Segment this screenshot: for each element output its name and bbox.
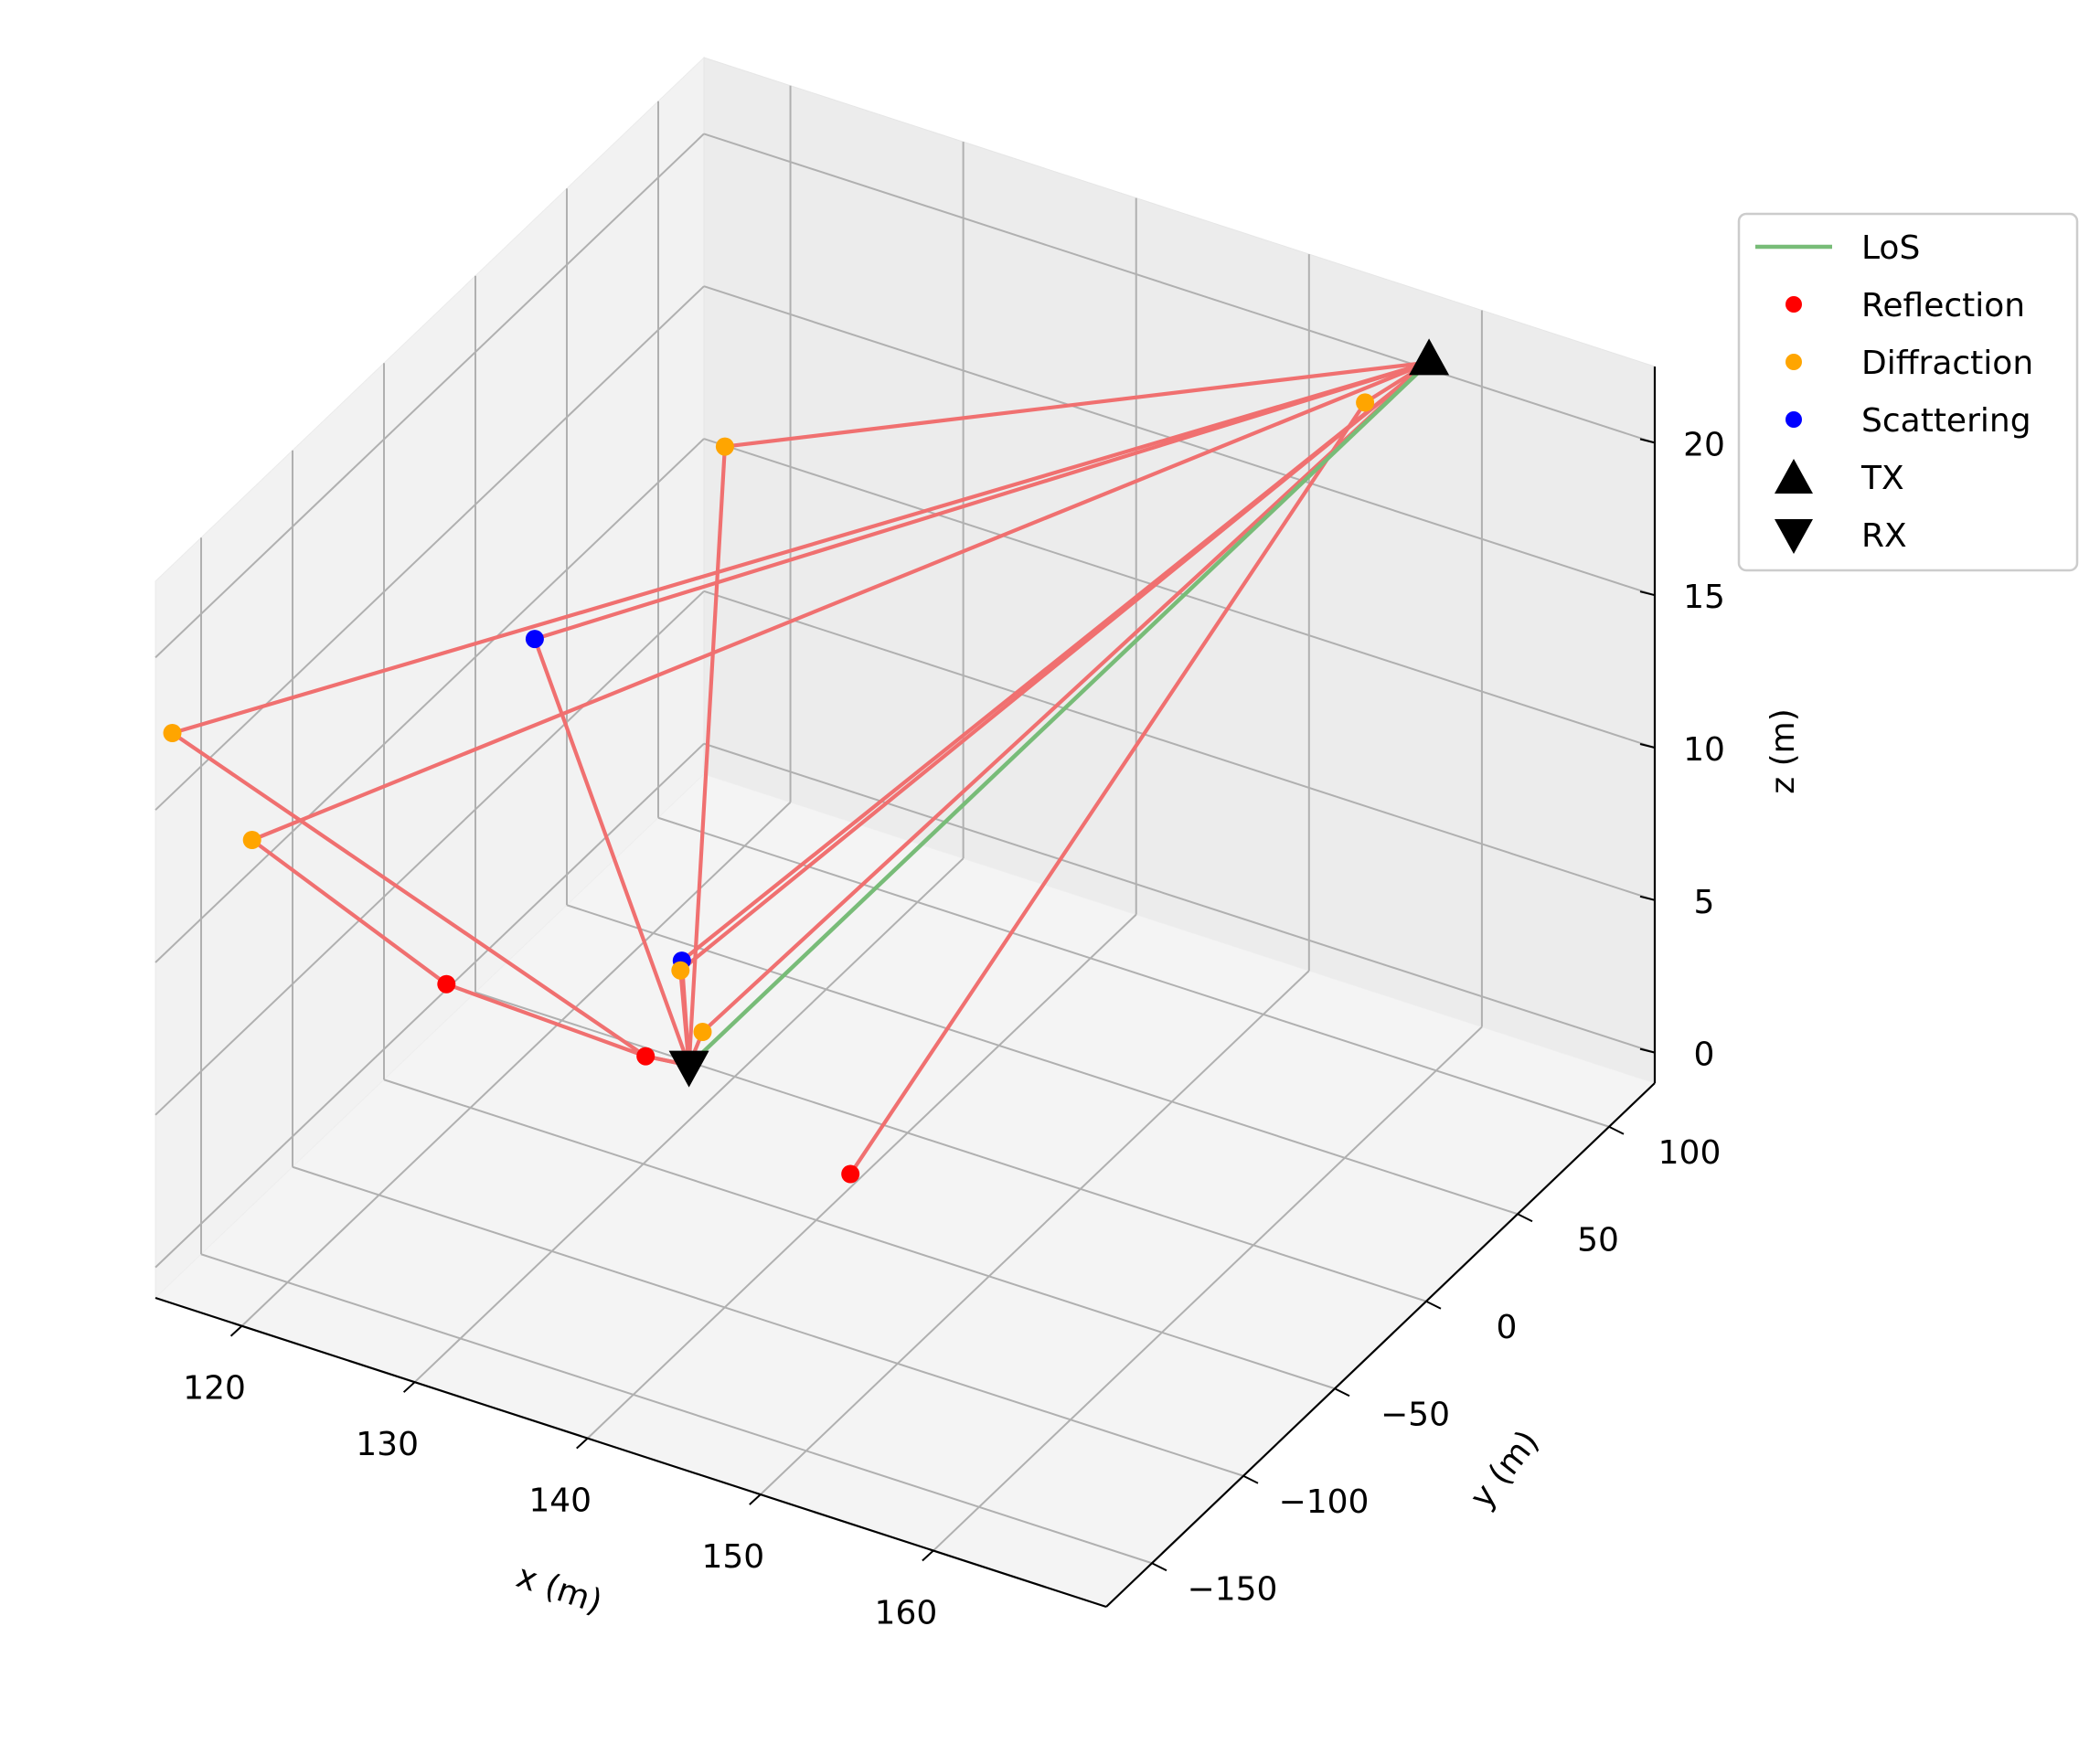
z-axis-label: z (m) (1764, 708, 1802, 794)
legend-label-tx: TX (1860, 460, 1904, 497)
legend-dot-scattering (1786, 411, 1802, 428)
y-tick-label: 0 (1497, 1309, 1518, 1346)
x-axis-label: x (m) (512, 1557, 607, 1621)
legend-dot-reflection (1786, 296, 1802, 313)
grid-z-back-wall (703, 742, 1656, 1054)
interaction-points (163, 338, 1450, 1184)
grid-z-left-wall (155, 438, 705, 963)
y-tick-label: −150 (1188, 1570, 1278, 1608)
diffraction-point-5 (671, 961, 690, 980)
grid-z-left-wall (155, 742, 705, 1269)
z-tick-mark (1639, 895, 1656, 901)
y-tick-mark (1425, 1300, 1442, 1310)
y-tick-label: −100 (1279, 1483, 1370, 1521)
diffraction-point-6 (693, 1023, 712, 1041)
z-tick-mark (1639, 438, 1656, 444)
grid-z-left-wall (155, 590, 705, 1116)
grid-y-floor (474, 991, 1427, 1302)
z-tick-label: 5 (1694, 884, 1715, 921)
grid-x-floor (933, 1026, 1483, 1552)
axis-ticks: 120 130 140 150 160 −150 −100 −50 0 50 100 0 5 10 15 20 (183, 426, 1725, 1631)
x-tick-label: 140 (528, 1483, 592, 1520)
grid-y-floor (200, 1253, 1153, 1565)
z-tick-label: 0 (1694, 1036, 1715, 1074)
legend: LoS Reflection Diffraction Scattering TX… (1737, 212, 2079, 572)
los-path (688, 360, 1431, 1068)
x-tick-label: 160 (875, 1595, 938, 1632)
z-tick-mark (1639, 590, 1656, 597)
z-tick-label: 20 (1683, 426, 1725, 463)
axis-lines (155, 367, 1657, 1609)
y-axis-line (1105, 1082, 1656, 1608)
x-tick-mark (229, 1324, 243, 1337)
legend-dot-diffraction (1786, 354, 1802, 370)
y-axis-label: y (m) (1463, 1424, 1546, 1516)
grid-y-floor (566, 904, 1519, 1216)
y-tick-mark (1151, 1562, 1167, 1572)
x-tick-label: 150 (701, 1538, 764, 1576)
axis-panes (155, 56, 1656, 1608)
legend-marker-rx (1775, 519, 1813, 554)
x-tick-mark (576, 1437, 589, 1450)
legend-label-rx: RX (1861, 517, 1907, 555)
grid-x-floor (760, 970, 1310, 1495)
reflection-point-10 (636, 1047, 656, 1066)
scattering-point-3 (525, 630, 544, 649)
grid-y-floor (383, 1079, 1336, 1390)
x-tick-mark (402, 1381, 416, 1393)
grid-x-floor (587, 913, 1137, 1440)
grid-y-floor (292, 1165, 1244, 1477)
grid-z-back-wall (703, 590, 1656, 901)
x-tick-label: 130 (356, 1426, 419, 1463)
diffraction-point-2 (715, 437, 734, 456)
x-tick-mark (922, 1549, 934, 1562)
legend-marker-tx (1775, 459, 1813, 494)
z-tick-mark (1639, 1047, 1656, 1054)
rx-marker (668, 1050, 709, 1088)
legend-label-diffraction: Diffraction (1861, 345, 2033, 382)
legend-frame (1737, 212, 2079, 572)
reflection-point-11 (841, 1164, 860, 1184)
grid-z-back-wall (703, 133, 1656, 444)
diffraction-point-1 (1356, 393, 1375, 412)
z-tick-label: 10 (1683, 731, 1725, 769)
y-tick-mark (1608, 1125, 1625, 1135)
y-tick-mark (1517, 1213, 1533, 1223)
reflection-point-9 (437, 974, 456, 994)
legend-label-los: LoS (1861, 229, 1920, 267)
grid-z-left-wall (155, 133, 705, 659)
grid-z-left-wall (155, 285, 705, 811)
legend-label-scattering: Scattering (1861, 402, 2031, 440)
legend-label-reflection: Reflection (1861, 287, 2025, 324)
diffraction-point-7 (163, 724, 182, 742)
x-tick-label: 120 (183, 1370, 246, 1408)
diffraction-point-8 (242, 831, 261, 849)
x-axis-line (155, 1296, 1107, 1609)
y-tick-label: 100 (1658, 1134, 1722, 1172)
grid-lines (155, 85, 1656, 1565)
grid-x-floor (413, 857, 965, 1383)
z-tick-label: 15 (1683, 579, 1725, 616)
tx-marker (1409, 338, 1450, 376)
y-tick-label: −50 (1380, 1396, 1450, 1433)
x-tick-mark (749, 1493, 762, 1505)
y-tick-mark (1242, 1474, 1259, 1484)
y-tick-mark (1334, 1387, 1350, 1398)
z-tick-mark (1639, 743, 1656, 749)
grid-y-floor (657, 816, 1610, 1128)
y-tick-label: 50 (1577, 1221, 1619, 1259)
